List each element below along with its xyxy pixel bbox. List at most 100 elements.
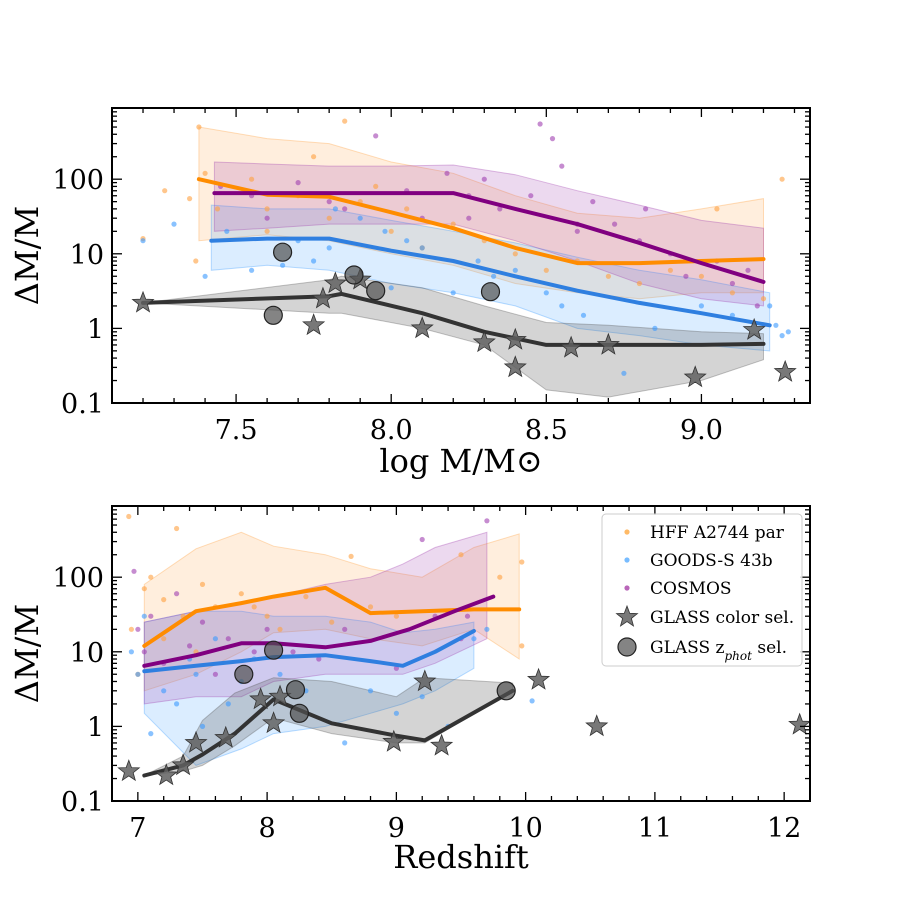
glass-color-star: [154, 763, 178, 786]
point-goods-s-43b: [475, 258, 481, 264]
x-tick-label: 9.0: [680, 415, 723, 446]
point-goods-s-43b: [471, 636, 477, 642]
point-goods-s-43b: [199, 723, 206, 730]
point-goods-s-43b: [280, 262, 286, 268]
panel-mass: 7.5 8.0 8.5 9.0 0.1 1 10 100 log M/M⊙ ΔM/M: [8, 107, 811, 480]
point-hff-a2744-par: [698, 273, 705, 279]
y-tick-label: 1: [87, 314, 104, 345]
point-cosmos: [290, 649, 296, 655]
point-hff-a2744-par: [329, 619, 335, 625]
legend-label-suffix: sel.: [752, 638, 787, 658]
point-cosmos: [481, 176, 487, 182]
band-cosmos: [213, 161, 764, 307]
point-hff-a2744-par: [202, 170, 208, 176]
point-goods-s-43b: [135, 671, 141, 677]
y-tick-label: 100: [52, 165, 104, 196]
glass-zphot-circle: [285, 680, 306, 700]
point-hff-a2744-par: [367, 604, 374, 610]
glass-color-star: [382, 729, 406, 752]
point-cosmos: [537, 121, 543, 127]
x-tick-label: 7.5: [215, 415, 258, 446]
legend-label-subscript: phot: [725, 649, 753, 663]
point-hff-a2744-par: [348, 553, 354, 560]
point-goods-s-43b: [224, 228, 230, 234]
median-line-cosmos: [212, 191, 766, 284]
point-hff-a2744-par: [458, 552, 464, 558]
legend-marker-glass-color: [615, 604, 639, 627]
point-cosmos: [342, 206, 348, 212]
point-goods-s-43b: [202, 273, 208, 279]
point-goods-s-43b: [419, 245, 425, 251]
point-cosmos: [444, 170, 450, 176]
point-goods-s-43b: [326, 245, 332, 251]
point-hff-a2744-par: [161, 636, 167, 642]
point-hff-a2744-par: [393, 613, 399, 619]
point-cosmos: [419, 536, 425, 543]
legend-marker-glass-zphot: [617, 637, 637, 657]
point-hff-a2744-par: [264, 613, 270, 619]
glass-zphot-circle: [264, 640, 284, 660]
point-cosmos: [643, 206, 649, 212]
point-hff-a2744-par: [196, 124, 202, 130]
point-goods-s-43b: [529, 698, 535, 704]
glass-color-star: [596, 332, 620, 355]
glass-color-star: [503, 355, 527, 378]
point-hff-a2744-par: [161, 597, 167, 603]
x-tick-label: 8.0: [370, 415, 413, 446]
point-cosmos: [342, 626, 348, 632]
point-cosmos: [590, 199, 596, 205]
y-tick-label: 10: [70, 240, 104, 271]
point-cosmos: [174, 591, 180, 597]
point-goods-s-43b: [382, 228, 388, 234]
point-goods-s-43b: [171, 221, 177, 227]
point-cosmos: [497, 206, 503, 212]
glass-zphot-circle: [263, 305, 283, 325]
point-hff-a2744-par: [214, 206, 221, 212]
point-cosmos: [316, 656, 322, 662]
x-tick-label: 11: [638, 813, 672, 844]
y-axis-label: ΔM/M: [8, 604, 46, 703]
point-goods-s-43b: [393, 710, 399, 716]
point-hff-a2744-par: [326, 215, 332, 221]
point-hff-a2744-par: [519, 643, 525, 649]
point-cosmos: [141, 649, 147, 655]
point-hff-a2744-par: [187, 196, 193, 202]
point-hff-a2744-par: [342, 118, 348, 124]
plot-area: [131, 118, 797, 398]
point-hff-a2744-par: [519, 559, 525, 565]
glass-color-star: [249, 687, 273, 710]
y-tick-label: 10: [70, 638, 104, 669]
point-cosmos: [148, 613, 154, 619]
point-cosmos: [326, 199, 332, 205]
point-hff-a2744-par: [388, 228, 394, 234]
y-axis-label: ΔM/M: [8, 206, 46, 305]
legend-marker-goods-s-43b: [624, 557, 630, 563]
point-cosmos: [264, 215, 270, 221]
point-cosmos: [729, 280, 736, 287]
point-goods-s-43b: [388, 285, 394, 291]
glass-color-star: [585, 714, 609, 737]
point-hff-a2744-par: [543, 267, 549, 273]
point-goods-s-43b: [141, 613, 147, 619]
glass-color-star: [302, 313, 326, 336]
legend-label: HFF A2744 par: [650, 523, 785, 543]
band-hff-a2744-par: [198, 126, 764, 300]
point-hff-a2744-par: [128, 626, 134, 632]
axes-frame: [111, 505, 811, 802]
glass-zphot-circle: [496, 681, 516, 701]
point-goods-s-43b: [161, 688, 167, 694]
legend-label: COSMOS: [650, 579, 732, 599]
plot-area: [117, 513, 810, 786]
point-hff-a2744-par: [303, 594, 309, 600]
x-tick-label: 7: [129, 813, 146, 844]
point-goods-s-43b: [140, 238, 146, 244]
point-goods-s-43b: [357, 215, 363, 221]
glass-color-star: [683, 365, 707, 388]
y-tick-label: 0.1: [61, 389, 104, 420]
point-goods-s-43b: [128, 649, 134, 655]
x-tick-label: 10: [508, 813, 542, 844]
y-tick-label: 100: [52, 563, 104, 594]
glass-color-star: [131, 290, 155, 313]
point-cosmos: [745, 267, 751, 273]
point-goods-s-43b: [559, 303, 565, 309]
